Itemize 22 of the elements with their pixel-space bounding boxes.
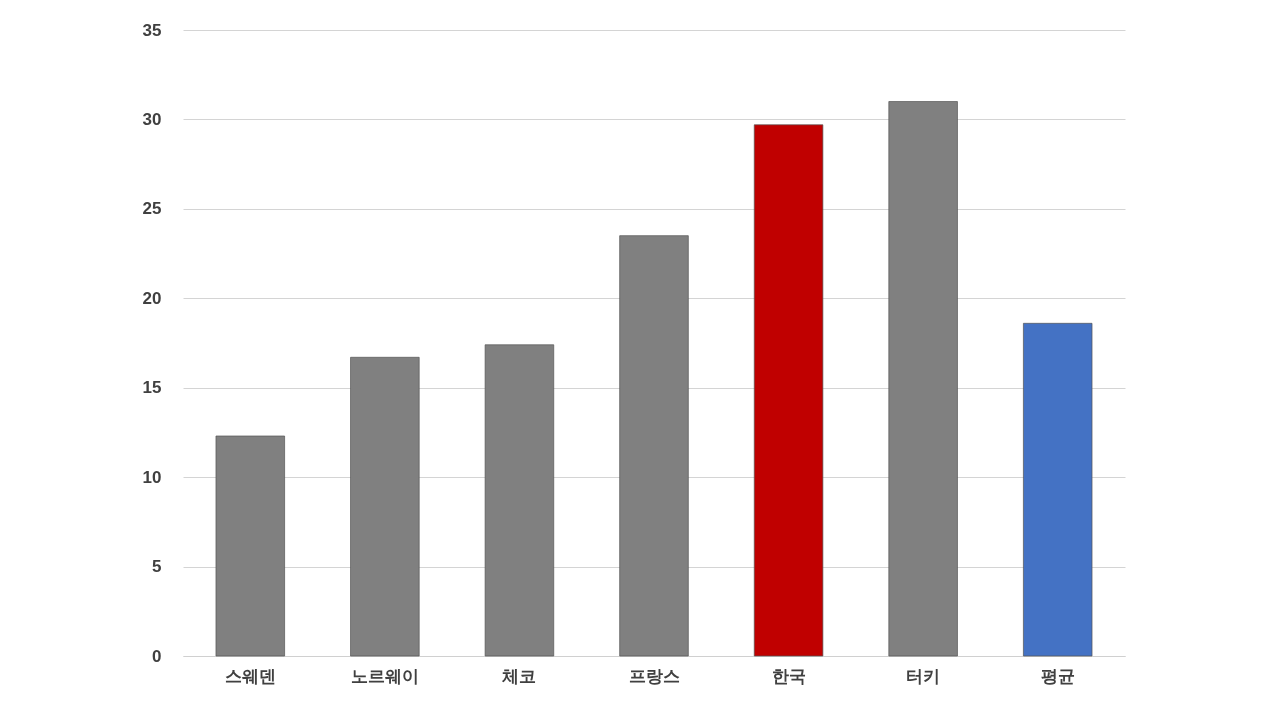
y-tick-label: 15: [142, 378, 162, 398]
bar: [350, 356, 420, 657]
x-tick-label: 노르웨이: [350, 666, 419, 686]
y-tick-label: 0: [152, 646, 162, 666]
bar: [619, 235, 689, 657]
y-tick-label: 30: [142, 109, 162, 129]
y-tick-label: 25: [142, 199, 162, 219]
y-tick-label: 5: [152, 557, 162, 577]
bar: [888, 101, 958, 657]
bar: [753, 124, 824, 657]
x-tick-label: 터키: [906, 666, 941, 686]
bar: [484, 344, 555, 657]
y-tick-label: 35: [142, 20, 162, 40]
y-tick-label: 20: [142, 288, 162, 308]
y-tick-label: 10: [142, 467, 162, 487]
x-tick-label: 스웨덴: [224, 666, 276, 686]
x-tick-label: 프랑스: [628, 666, 680, 686]
x-tick-label: 평균: [1040, 666, 1075, 686]
bar: [215, 435, 285, 657]
x-tick-label: 한국: [771, 666, 806, 686]
x-tick-label: 체코: [501, 666, 537, 686]
bar: [1023, 322, 1093, 657]
